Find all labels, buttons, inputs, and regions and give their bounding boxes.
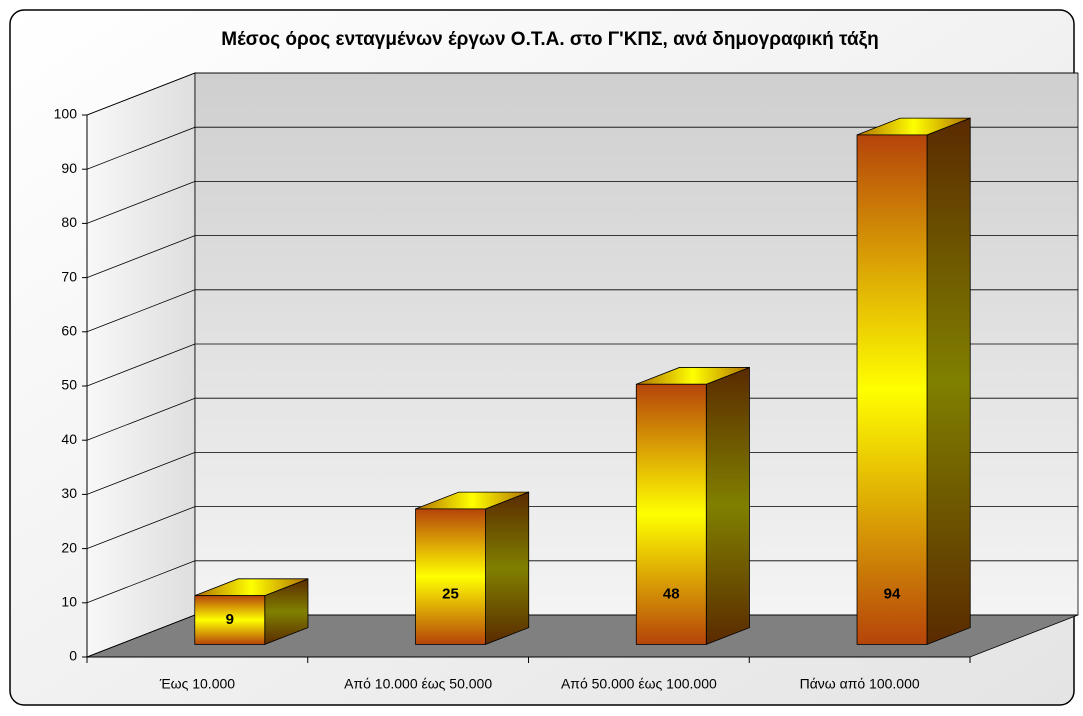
y-tick-label: 70 [61, 268, 77, 284]
grid-line [86, 397, 196, 441]
y-tick-label: 30 [61, 485, 77, 501]
bar-front [635, 383, 707, 645]
value-label: 9 [226, 611, 234, 628]
y-tick-label: 100 [54, 106, 78, 122]
grid-line [86, 506, 196, 549]
grid-line [86, 614, 196, 658]
y-tick-label: 90 [61, 160, 77, 176]
grid-line [86, 181, 196, 224]
grid-line [86, 289, 196, 333]
grid-line [86, 452, 196, 495]
bar [194, 578, 309, 645]
value-label: 94 [884, 585, 901, 602]
y-tick-label: 60 [61, 323, 77, 339]
x-tick-label: Από 50.000 έως 100.000 [561, 676, 717, 692]
y-tick-label: 80 [61, 214, 77, 230]
bar [635, 366, 750, 645]
bar-front [194, 595, 266, 645]
grid-line [86, 560, 196, 604]
x-tick-label: Έως 10.000 [159, 676, 236, 692]
y-tick-label: 50 [61, 377, 77, 393]
y-tick-label: 0 [69, 648, 77, 664]
grid-line [86, 235, 196, 278]
bar-side [926, 117, 971, 645]
value-label: 48 [663, 585, 680, 602]
y-tick-label: 10 [61, 594, 77, 610]
bar [415, 491, 530, 645]
bar-front [415, 508, 486, 645]
grid-line [86, 126, 196, 170]
grid-line [86, 343, 196, 387]
chart-title: Μέσος όρος ενταγμένων έργων Ο.Τ.Α. στο Γ… [221, 29, 878, 50]
y-tick-label: 20 [61, 539, 77, 555]
bar-front [856, 134, 928, 645]
grid-line [86, 72, 196, 116]
bar [856, 117, 971, 645]
x-tick-label: Πάνω από 100.000 [800, 676, 920, 692]
x-tick-label: Από 10.000 έως 50.000 [344, 676, 492, 692]
bar-side [485, 491, 530, 645]
value-label: 25 [442, 585, 459, 602]
bar-side [705, 366, 750, 645]
y-tick-label: 40 [61, 431, 77, 447]
